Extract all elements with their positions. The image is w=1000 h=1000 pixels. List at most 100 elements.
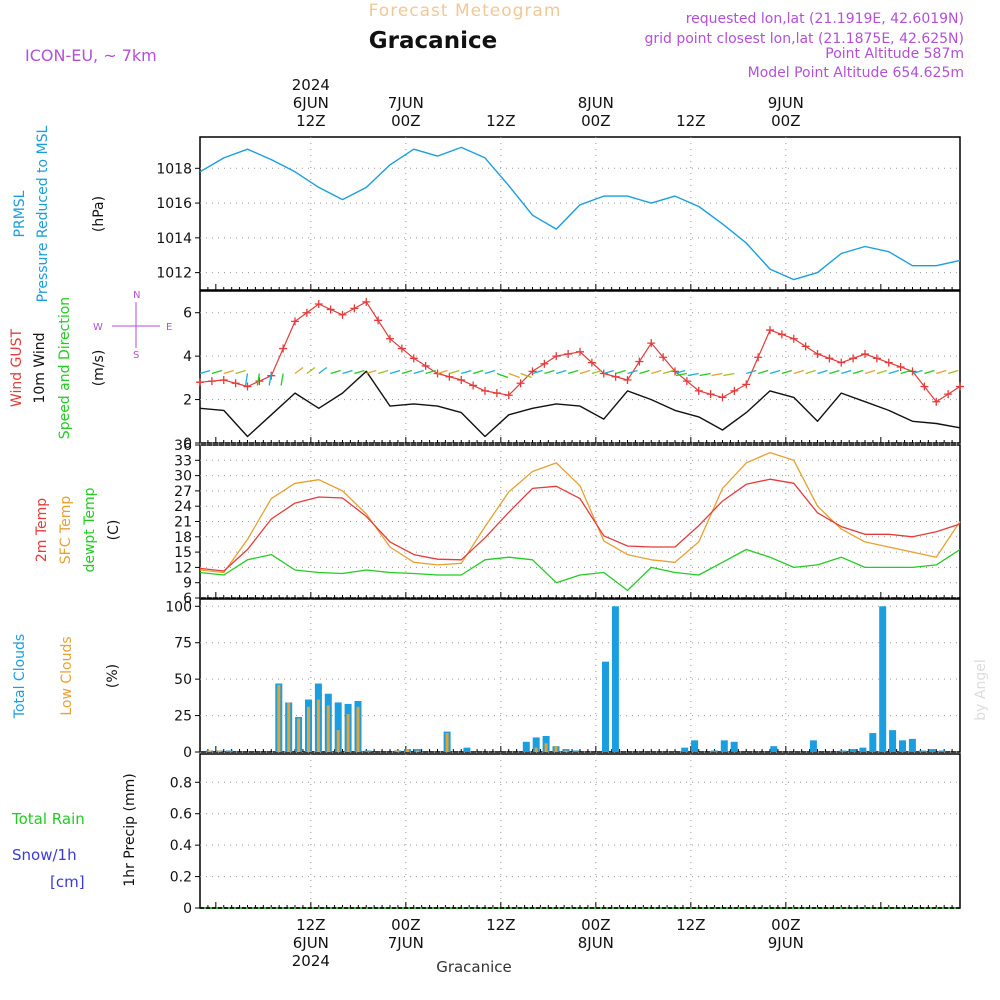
wind-direction-arrow [769, 369, 781, 375]
gust-marker [196, 378, 204, 387]
gust-marker [766, 326, 774, 335]
total-cloud-bar [849, 749, 857, 752]
gust-marker [255, 377, 264, 386]
temperature-ytick-label: 9 [183, 576, 192, 592]
gust-marker [635, 357, 644, 366]
gust-marker [872, 354, 881, 363]
wind-direction-arrow [223, 369, 234, 375]
precip-ytick-label: 0.4 [170, 838, 192, 854]
bottom-time-label: 12Z [676, 916, 705, 934]
gust-marker [647, 339, 656, 348]
total-clouds-label: Total Clouds [12, 634, 28, 719]
wind-line [199, 370, 961, 438]
wind-direction-arrow [675, 372, 687, 377]
wind-direction-arrow [781, 369, 793, 375]
temperature-ytick-label: 30 [174, 469, 192, 485]
low-cloud-bar [287, 702, 291, 752]
gust-marker [207, 377, 216, 386]
temperature-ytick-label: 15 [174, 545, 192, 561]
y-axis-titles: PRMSL Pressure Reduced to MSL (hPa) Wind… [9, 125, 172, 891]
gust-marker [730, 386, 739, 395]
bottom-time-label: 8JUN [578, 934, 614, 952]
wind-direction-arrow [888, 369, 899, 375]
total-cloud-bar [611, 606, 619, 752]
total-cloud-bar [928, 749, 936, 752]
wind-direction-arrow [662, 369, 674, 375]
gust-marker [338, 310, 347, 319]
gust-marker [956, 382, 964, 391]
gust-marker [374, 316, 383, 325]
gust-marker [492, 389, 501, 398]
low-cloud-bar [406, 749, 409, 752]
top-time-label: 00Z [581, 112, 610, 130]
wind-direction-arrow [912, 369, 923, 375]
sfc-temp-line [199, 451, 961, 574]
gust-marker [587, 358, 596, 367]
gust-marker [314, 300, 323, 309]
prmsl-ytick-label: 1012 [156, 266, 192, 282]
wind-direction-arrow [544, 369, 555, 375]
wind-direction-arrow [401, 369, 413, 375]
wind-direction-arrow [567, 369, 579, 375]
top-time-label: 7JUN [388, 94, 424, 112]
precip-panel-frame [199, 753, 961, 909]
gust-marker [552, 352, 561, 361]
temperature-ytick-label: 36 [174, 438, 192, 454]
temperature-ytick-label: 6 [183, 591, 192, 607]
wind-direction-arrow [793, 369, 804, 375]
total-cloud-bar [908, 738, 916, 752]
top-time-label: 12Z [486, 112, 515, 130]
wind-direction-arrow [864, 369, 876, 375]
gust-marker [231, 379, 240, 388]
low-cloud-bar [564, 750, 568, 752]
total-cloud-bar [869, 733, 877, 752]
temperature-ytick-label: 12 [174, 560, 192, 576]
bottom-time-label: 7JUN [388, 934, 424, 952]
gust-marker [504, 391, 513, 400]
wind-direction-arrow [876, 369, 888, 375]
clouds-ytick-label: 100 [165, 599, 192, 615]
low-cloud-bar [316, 699, 320, 752]
wind-direction-arrow [829, 369, 840, 375]
gust-marker [421, 361, 430, 370]
wind-ytick-label: 6 [183, 306, 192, 322]
clouds-panel-frame [199, 598, 961, 753]
low-cloud-bar [445, 733, 449, 752]
model-altitude: Model Point Altitude 654.625m [748, 65, 964, 81]
prmsl-label: PRMSL [12, 190, 28, 237]
bottom-time-label: 00Z [391, 916, 420, 934]
prmsl-ytick-label: 1018 [156, 161, 192, 177]
wind-direction-arrow [508, 372, 520, 379]
prmsl-ytick-label: 1016 [156, 196, 192, 212]
chart-title: Gracanice [369, 28, 497, 54]
compass-n: N [133, 290, 140, 301]
total-cloud-bar [602, 661, 609, 752]
wind-direction-arrow [805, 369, 816, 375]
t2m-line [199, 478, 961, 572]
bottom-time-label: 12Z [486, 916, 515, 934]
low-cloud-bar [396, 750, 400, 752]
wind-direction-arrow [377, 369, 389, 375]
temperature-ytick-label: 21 [174, 515, 192, 531]
clouds-ytick-label: 75 [174, 636, 192, 652]
gust-marker [944, 390, 953, 399]
wind-direction-arrow [936, 369, 947, 375]
wind-direction-arrow [294, 366, 304, 375]
wind-direction-arrow [627, 369, 638, 375]
wind-direction-arrow [472, 369, 484, 375]
wind-direction-arrow [711, 372, 723, 377]
wind-direction-arrow [211, 369, 223, 375]
total-cloud-bar [859, 747, 867, 752]
gust-marker [409, 354, 418, 363]
wind-direction-arrow [817, 369, 828, 375]
wind-direction-arrow [306, 366, 316, 375]
wind-direction-arrow [841, 369, 852, 375]
total-cloud-bar [681, 747, 689, 752]
gust-marker [302, 308, 311, 317]
gust-marker [362, 297, 371, 306]
compass-w: W [93, 322, 103, 333]
low-cloud-bar [277, 684, 281, 752]
wind-direction-arrow [900, 369, 911, 375]
low-cloud-bar [336, 730, 340, 752]
wind-ytick-label: 4 [183, 349, 192, 365]
